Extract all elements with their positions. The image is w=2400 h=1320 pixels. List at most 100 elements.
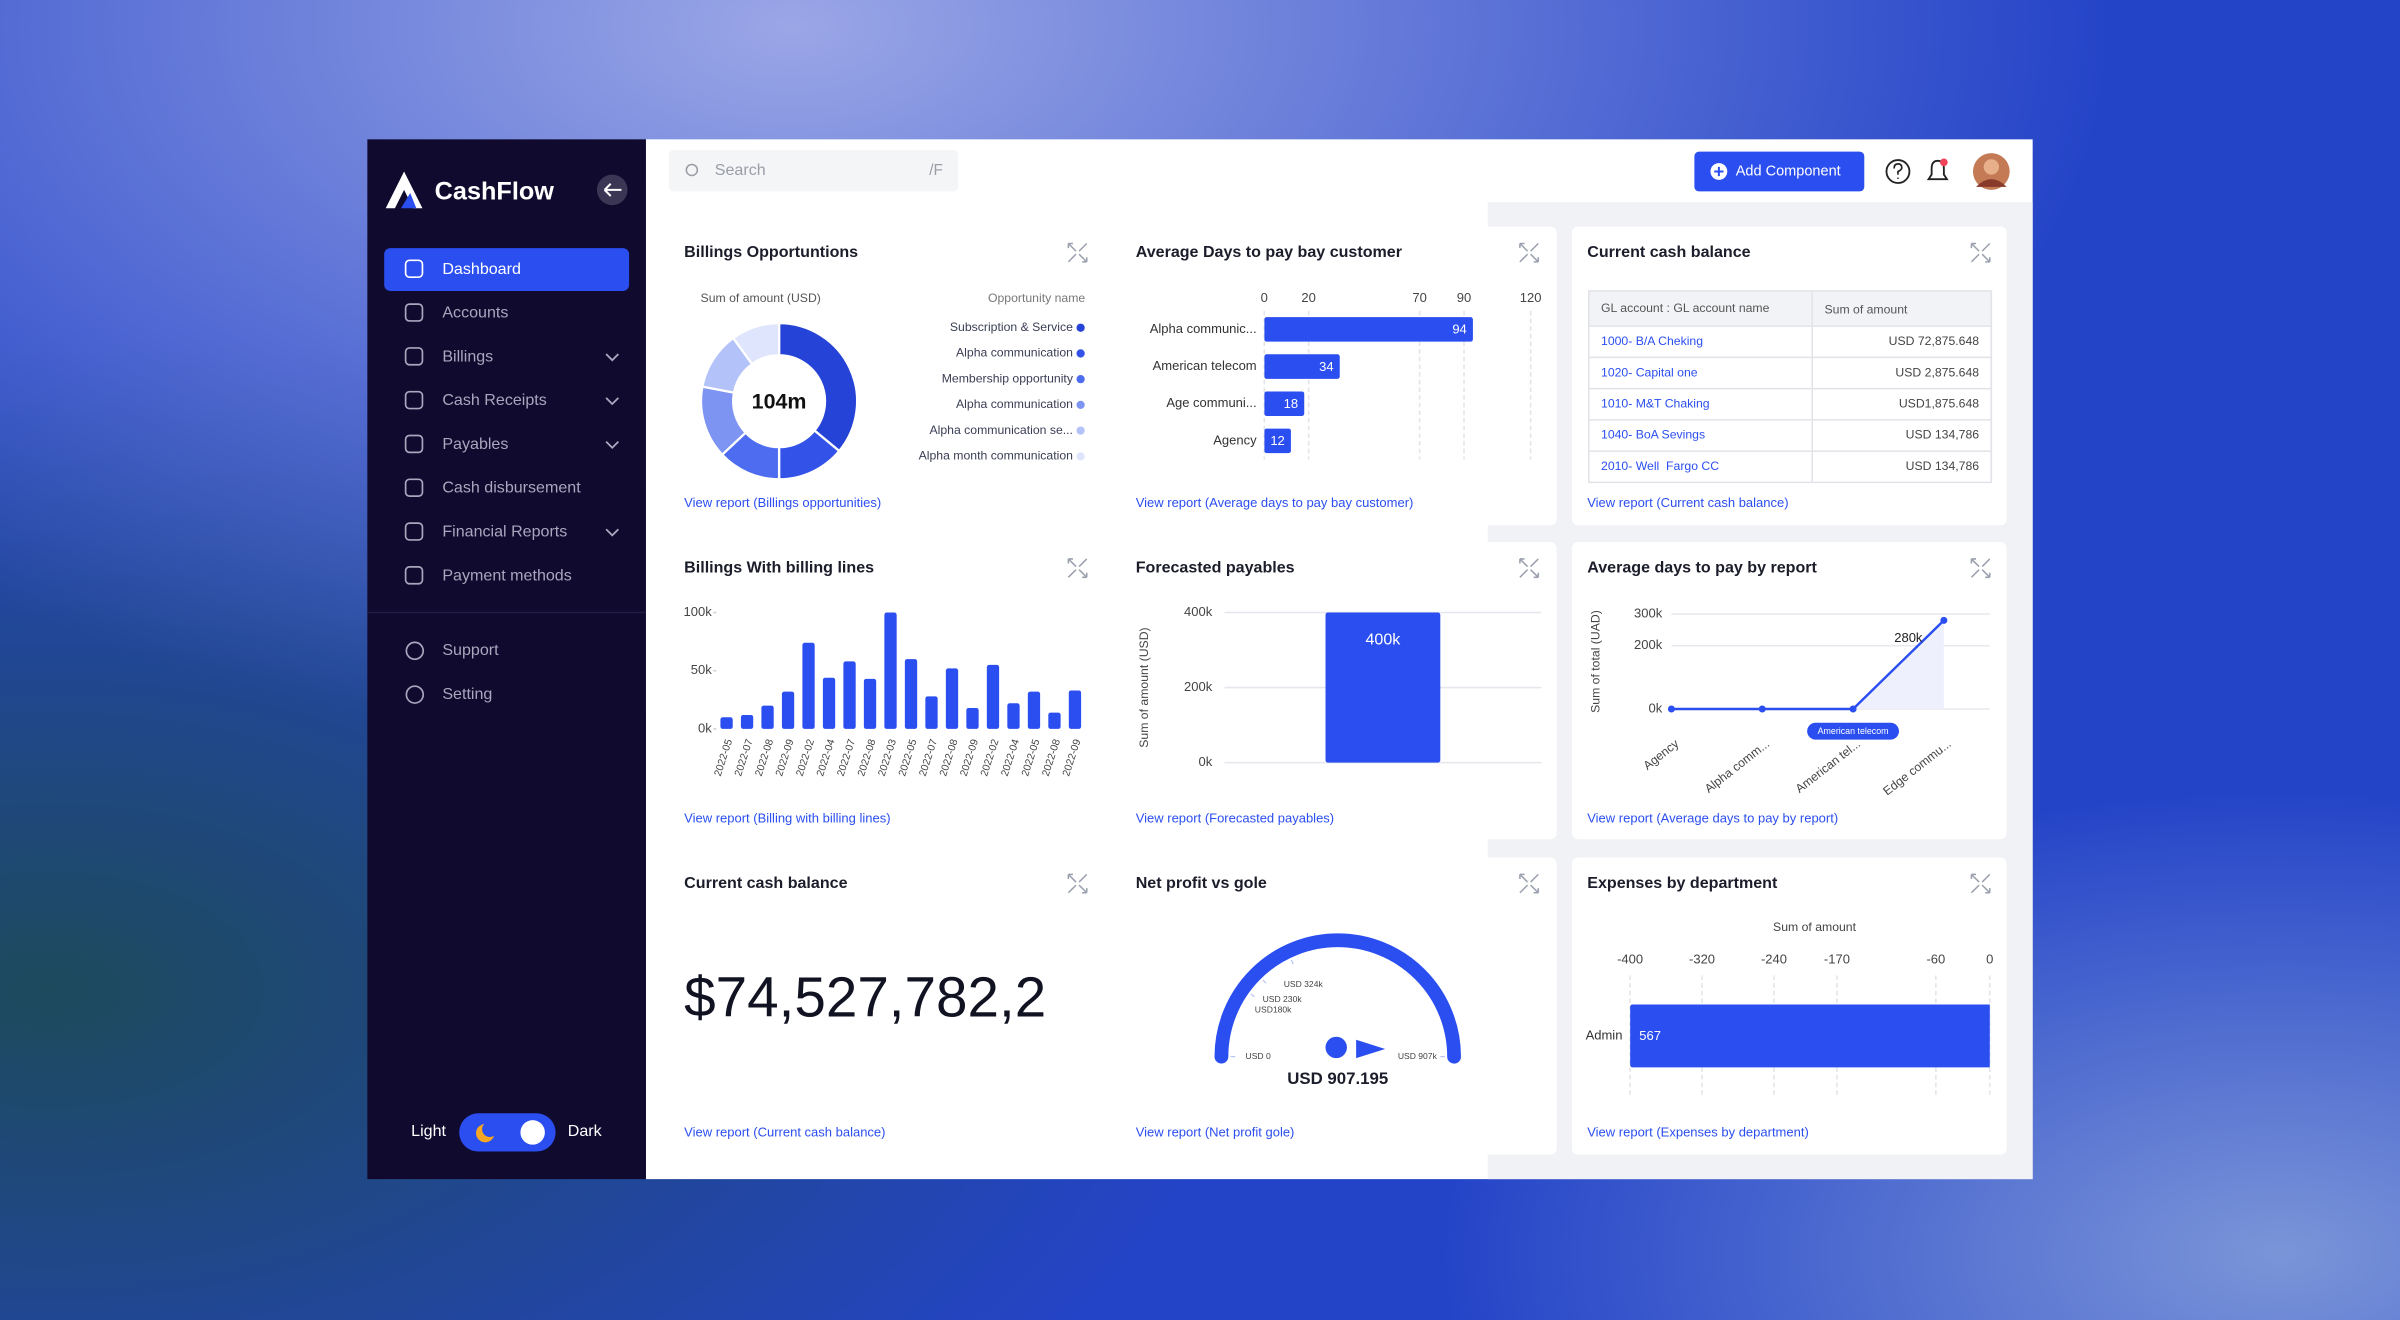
nav-active-background	[384, 248, 630, 291]
help-icon[interactable]	[1885, 159, 1911, 184]
nav-icon	[405, 685, 425, 704]
value-label: 280k	[1894, 630, 1923, 645]
donut-segment	[777, 321, 859, 453]
y-tick-label: 0k	[1199, 754, 1213, 769]
card	[1469, 542, 1557, 840]
gauge-hub	[1325, 1036, 1347, 1059]
expand-icon[interactable]	[1519, 873, 1540, 894]
logo-icon	[385, 171, 423, 209]
legend-swatch	[1076, 426, 1085, 435]
bar	[1264, 391, 1305, 416]
y-tick-label: 400k	[1184, 604, 1213, 619]
y-axis-title: Sum of amount (USD)	[1137, 627, 1151, 747]
bar	[1264, 354, 1340, 379]
view-report-link[interactable]: View report (Current cash balance)	[684, 1125, 885, 1140]
card-title: Current cash balance	[684, 874, 847, 892]
big-number: $74,527,782,2	[684, 966, 1046, 1029]
value-label: 94	[1452, 322, 1466, 337]
x-tick-label: -170	[1824, 952, 1850, 967]
expand-icon[interactable]	[1970, 558, 1991, 579]
y-tick-label: 100k	[684, 604, 713, 619]
nav-item[interactable]: Accounts	[442, 304, 508, 322]
donut-segment	[731, 321, 781, 366]
add-component-button[interactable]	[1694, 151, 1865, 192]
gauge-tick-label: USD 324k	[1284, 979, 1324, 989]
view-report-link[interactable]: View report (Forecasted payables)	[1136, 811, 1334, 826]
legend-swatch	[1076, 349, 1085, 358]
search-shortcut: /F	[929, 162, 943, 179]
help-mark	[1893, 163, 1903, 179]
nav-item[interactable]: Financial Reports	[442, 523, 567, 541]
table-cell[interactable]: 2010- Well Fargo CC	[1601, 459, 1719, 473]
nav-item[interactable]: Cash disbursement	[442, 479, 581, 497]
tooltip-box	[1807, 722, 1899, 740]
brand-name: CashFlow	[435, 178, 555, 206]
bar	[863, 678, 877, 729]
legend-label: Alpha communication	[956, 397, 1073, 411]
collapse-arrow	[603, 183, 622, 197]
nav-item[interactable]: Setting	[442, 685, 492, 703]
avatar-face	[1983, 159, 1999, 175]
table-border	[1588, 290, 1993, 484]
nav-item[interactable]: Payables	[442, 435, 508, 453]
nav-item[interactable]: Support	[442, 641, 499, 659]
gauge-tick	[1290, 959, 1294, 965]
x-axis-title: Sum of amount	[1773, 920, 1857, 934]
expand-icon[interactable]	[1067, 242, 1088, 263]
view-report-link[interactable]: View report (Current cash balance)	[1587, 495, 1788, 510]
view-report-link[interactable]: View report (Billing with billing lines)	[684, 811, 890, 826]
view-report-link[interactable]: View report (Average days to pay bay cus…	[1136, 495, 1414, 510]
value-label: 12	[1270, 433, 1284, 448]
nav-icon	[404, 522, 424, 541]
search-placeholder: Search	[715, 161, 766, 179]
table-cell[interactable]: 1020- Capital one	[1601, 365, 1698, 379]
y-tick-label: 0k	[698, 720, 712, 735]
card-title: Forecasted payables	[1136, 558, 1295, 576]
view-report-link[interactable]: View report (Average days to pay by repo…	[1587, 811, 1838, 826]
x-tick-label: 0	[1261, 290, 1268, 305]
legend-label: Subscription & Service	[950, 320, 1073, 334]
table-cell[interactable]: 1010- M&T Chaking	[1601, 397, 1710, 411]
expand-icon[interactable]	[1519, 242, 1540, 263]
nav-item[interactable]: Cash Receipts	[442, 391, 546, 409]
avatar-body	[1976, 179, 2007, 187]
expand-icon[interactable]	[1067, 873, 1088, 894]
value-label: 400k	[1365, 630, 1401, 648]
nav-icon	[404, 259, 424, 279]
theme-dark-label: Dark	[568, 1122, 603, 1140]
card-title: Expenses by department	[1587, 874, 1778, 892]
nav-item[interactable]: Billings	[442, 347, 493, 365]
y-tick-label: 50k	[691, 662, 712, 677]
theme-knob	[520, 1120, 545, 1145]
search-icon	[685, 163, 699, 177]
bar	[966, 707, 979, 729]
gauge-tick	[1250, 993, 1255, 998]
legend-label: Alpha communication se...	[929, 423, 1072, 437]
bar	[925, 696, 938, 729]
nav-item[interactable]: Payment methods	[442, 566, 571, 584]
gauge-tick-label: USD 907k	[1398, 1051, 1438, 1061]
expand-icon[interactable]	[1970, 873, 1991, 894]
bar	[822, 677, 836, 729]
gauge-tick	[1262, 979, 1267, 984]
table-cell[interactable]: 1000- B/A Cheking	[1601, 334, 1703, 348]
content: CashFlow Dashboard Accounts Billings Cash Re…	[384, 150, 2010, 1155]
bar	[1048, 712, 1061, 729]
expand-icon[interactable]	[1970, 242, 1991, 263]
search-box[interactable]	[668, 150, 959, 192]
legend-label: Alpha month communication	[919, 449, 1074, 463]
table-cell[interactable]: 1040- BoA Sevings	[1601, 428, 1705, 442]
expand-icon[interactable]	[1067, 558, 1088, 579]
value-label: 34	[1319, 359, 1333, 374]
bar	[1068, 690, 1082, 729]
view-report-link[interactable]: View report (Billings opportunities)	[684, 495, 881, 510]
view-report-link[interactable]: View report (Expenses by department)	[1587, 1125, 1809, 1140]
expand-icon[interactable]	[1519, 558, 1540, 579]
notification-icon[interactable]	[1926, 159, 1949, 181]
x-tick-label: -400	[1617, 952, 1643, 967]
donut-center-label: 104m	[752, 389, 807, 413]
nav-item[interactable]: Dashboard	[442, 260, 521, 278]
view-report-link[interactable]: View report (Net profit gole)	[1136, 1125, 1295, 1140]
gauge-needle	[1356, 1039, 1386, 1059]
legend-title: Opportunity name	[988, 291, 1085, 305]
